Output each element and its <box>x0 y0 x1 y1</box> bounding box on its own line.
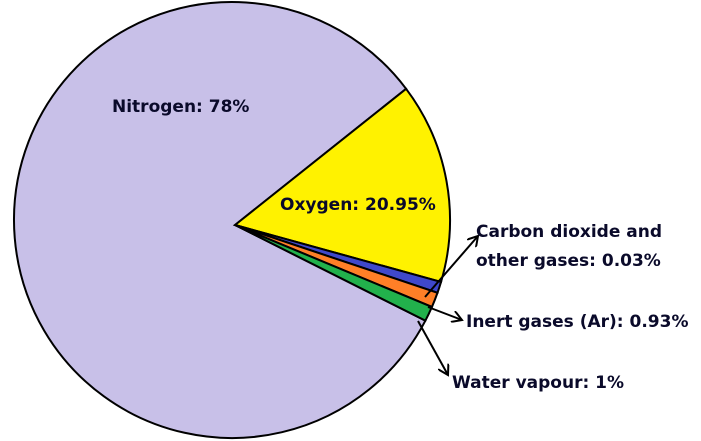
water-vapour-slice <box>234 224 434 322</box>
co2-label-line2: other gases: 0.03% <box>476 251 661 271</box>
nitrogen-label: Nitrogen: 78% <box>112 97 249 117</box>
inert-arrow <box>427 306 462 320</box>
oxygen-slice <box>232 87 451 284</box>
nitrogen-slice <box>13 1 427 439</box>
co2-label-line1: Carbon dioxide and <box>476 222 662 242</box>
water-arrow <box>417 320 448 375</box>
oxygen-label: Oxygen: 20.95% <box>280 195 436 215</box>
water-label: Water vapour: 1% <box>452 373 624 393</box>
co2-arrow <box>424 236 478 298</box>
inert-label: Inert gases (Ar): 0.93% <box>466 312 689 332</box>
